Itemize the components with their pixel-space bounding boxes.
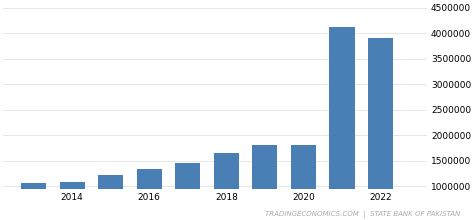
Bar bbox=[291, 145, 316, 220]
Bar bbox=[60, 182, 85, 220]
Bar bbox=[98, 175, 123, 220]
Text: TRADINGECONOMICS.COM  |  STATE BANK OF PAKISTAN: TRADINGECONOMICS.COM | STATE BANK OF PAK… bbox=[264, 211, 460, 218]
Bar bbox=[175, 163, 201, 220]
Bar bbox=[214, 153, 239, 220]
Bar bbox=[329, 27, 355, 220]
Bar bbox=[368, 38, 393, 220]
Bar bbox=[21, 183, 46, 220]
Bar bbox=[137, 169, 162, 220]
Bar bbox=[252, 145, 277, 220]
